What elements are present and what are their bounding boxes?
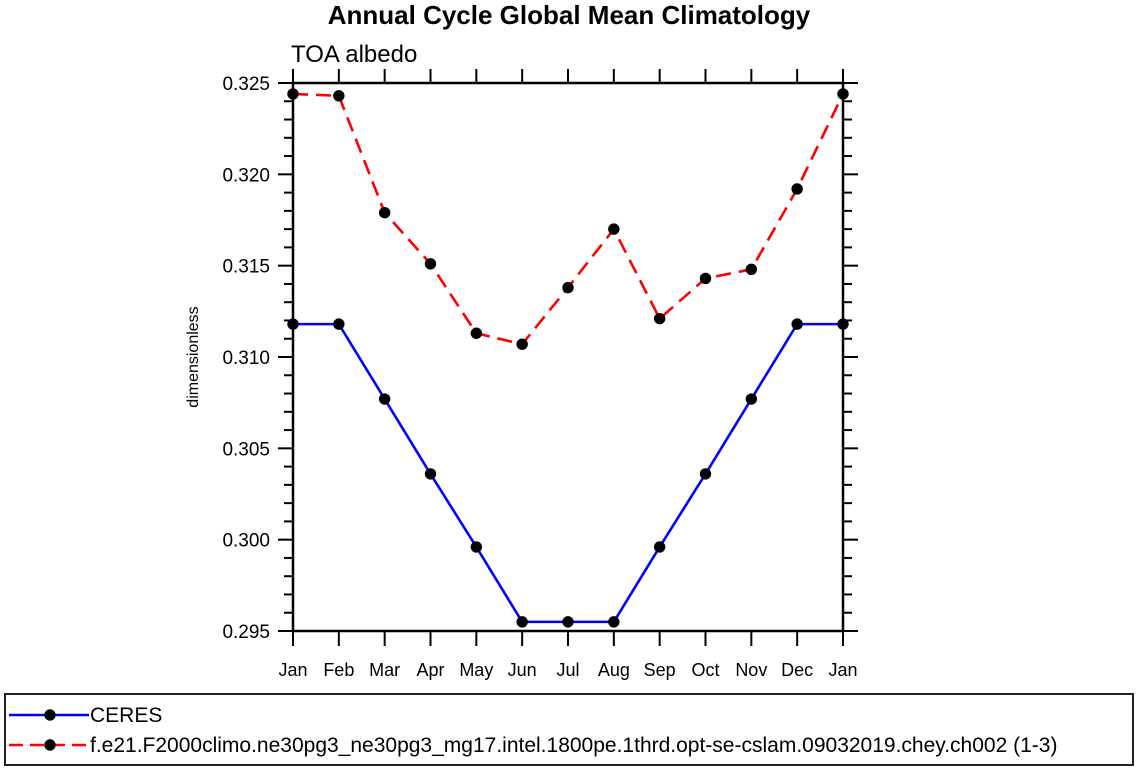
series-markers-0 — [287, 318, 849, 628]
x-tick-label: Apr — [416, 660, 444, 680]
data-point — [699, 272, 712, 285]
x-tick-labels: Jan Feb Mar Apr May Jun Jul Aug Sep Oct Nov Dec Jan — [278, 660, 857, 680]
y-tick-label: 0.320 — [222, 165, 270, 186]
data-point — [745, 263, 758, 276]
chart-title: Annual Cycle Global Mean Climatology — [327, 0, 811, 30]
data-point — [516, 616, 528, 628]
data-point — [837, 318, 849, 330]
y-tick-label: 0.300 — [222, 531, 270, 552]
data-point — [653, 312, 666, 325]
y-axis-title: dimensionless — [185, 306, 202, 407]
legend: CERES f.e21.F2000climo.ne30pg3_ne30pg3_m… — [4, 693, 1134, 766]
y-tick-label: 0.310 — [222, 348, 270, 369]
plot-area: 0.295 0.300 0.305 0.310 0.315 0.320 0.325 Jan Fe… — [185, 69, 858, 680]
series-line-1 — [292, 92, 845, 346]
data-point — [470, 541, 483, 553]
data-point — [424, 258, 437, 270]
data-point — [562, 616, 574, 628]
x-ticks — [292, 69, 844, 646]
x-tick-label: Nov — [735, 660, 767, 680]
legend-entry-model: f.e21.F2000climo.ne30pg3_ne30pg3_mg17.in… — [8, 732, 1057, 758]
data-point — [287, 318, 299, 330]
x-tick-label: Feb — [323, 660, 354, 680]
x-tick-label: Jul — [556, 660, 579, 680]
y-tick-label: 0.295 — [222, 622, 270, 643]
legend-marker — [44, 709, 56, 721]
data-point — [837, 88, 849, 100]
x-tick-label: May — [459, 660, 493, 680]
legend-line-sample-ceres — [9, 709, 89, 721]
x-tick-label: Jan — [828, 660, 857, 680]
data-point — [653, 541, 666, 553]
series-line-0 — [293, 322, 843, 624]
data-point — [378, 393, 391, 405]
y-major-ticks — [278, 82, 858, 632]
data-point — [562, 281, 574, 294]
x-tick-label: Oct — [691, 660, 719, 680]
legend-label-ceres: CERES — [90, 703, 163, 727]
data-point — [745, 393, 758, 405]
legend-marker — [44, 739, 56, 751]
plot-frame — [291, 81, 845, 633]
data-point — [287, 88, 299, 100]
y-tick-label: 0.315 — [222, 257, 270, 278]
chart-subtitle: TOA albedo — [291, 41, 418, 68]
data-point — [791, 183, 803, 195]
x-tick-label: Mar — [369, 660, 400, 680]
data-point — [333, 318, 345, 330]
x-tick-label: Sep — [644, 660, 676, 680]
series-markers-1 — [287, 88, 849, 350]
legend-entry-ceres: CERES — [8, 702, 162, 728]
data-point — [516, 338, 528, 350]
x-tick-label: Dec — [781, 660, 813, 680]
x-tick-label: Aug — [598, 660, 630, 680]
legend-line-sample-model — [9, 739, 89, 751]
data-point — [608, 616, 620, 628]
data-point — [378, 206, 391, 219]
y-tick-labels: 0.295 0.300 0.305 0.310 0.315 0.320 0.325 — [222, 74, 270, 643]
y-tick-label: 0.325 — [222, 74, 270, 95]
data-point — [608, 223, 620, 235]
data-point — [333, 90, 345, 102]
data-point — [791, 318, 803, 330]
y-minor-ticks — [284, 100, 852, 614]
y-tick-label: 0.305 — [222, 439, 270, 460]
legend-label-model: f.e21.F2000climo.ne30pg3_ne30pg3_mg17.in… — [90, 733, 1058, 757]
data-point — [470, 327, 483, 339]
data-point — [424, 468, 437, 480]
x-tick-label: Jun — [508, 660, 537, 680]
x-tick-label: Jan — [278, 660, 307, 680]
data-point — [699, 468, 712, 480]
